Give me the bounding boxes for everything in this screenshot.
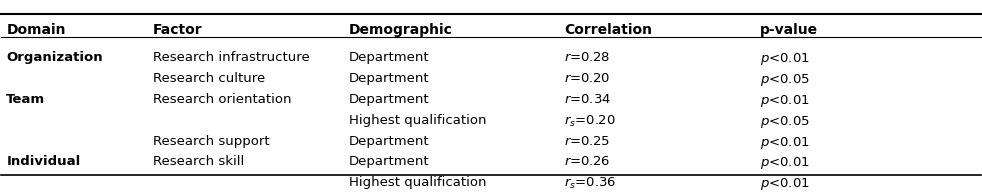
Text: $p$<0.05: $p$<0.05 xyxy=(760,114,810,130)
Text: Individual: Individual xyxy=(6,155,81,168)
Text: $p$<0.01: $p$<0.01 xyxy=(760,134,810,151)
Text: Highest qualification: Highest qualification xyxy=(349,114,486,127)
Text: Highest qualification: Highest qualification xyxy=(349,176,486,189)
Text: $p$<0.05: $p$<0.05 xyxy=(760,72,810,88)
Text: $r_s$=0.36: $r_s$=0.36 xyxy=(565,176,617,191)
Text: $r$=0.28: $r$=0.28 xyxy=(565,51,611,64)
Text: Correlation: Correlation xyxy=(565,23,652,37)
Text: Research skill: Research skill xyxy=(153,155,245,168)
Text: Research support: Research support xyxy=(153,134,270,147)
Text: $r$=0.25: $r$=0.25 xyxy=(565,134,611,147)
Text: $r$=0.20: $r$=0.20 xyxy=(565,72,611,85)
Text: Department: Department xyxy=(349,93,430,106)
Text: $p$<0.01: $p$<0.01 xyxy=(760,51,810,67)
Text: $r_s$=0.20: $r_s$=0.20 xyxy=(565,114,616,129)
Text: Department: Department xyxy=(349,51,430,64)
Text: Research culture: Research culture xyxy=(153,72,265,85)
Text: Department: Department xyxy=(349,72,430,85)
Text: $p$<0.01: $p$<0.01 xyxy=(760,176,810,192)
Text: Research orientation: Research orientation xyxy=(153,93,292,106)
Text: $p$<0.01: $p$<0.01 xyxy=(760,155,810,171)
Text: Department: Department xyxy=(349,155,430,168)
Text: Department: Department xyxy=(349,134,430,147)
Text: $p$<0.01: $p$<0.01 xyxy=(760,93,810,109)
Text: $r$=0.34: $r$=0.34 xyxy=(565,93,612,106)
Text: Demographic: Demographic xyxy=(349,23,453,37)
Text: Team: Team xyxy=(6,93,45,106)
Text: $r$=0.26: $r$=0.26 xyxy=(565,155,611,168)
Text: p-value: p-value xyxy=(760,23,818,37)
Text: Domain: Domain xyxy=(6,23,66,37)
Text: Organization: Organization xyxy=(6,51,103,64)
Text: Factor: Factor xyxy=(153,23,203,37)
Text: Research infrastructure: Research infrastructure xyxy=(153,51,310,64)
